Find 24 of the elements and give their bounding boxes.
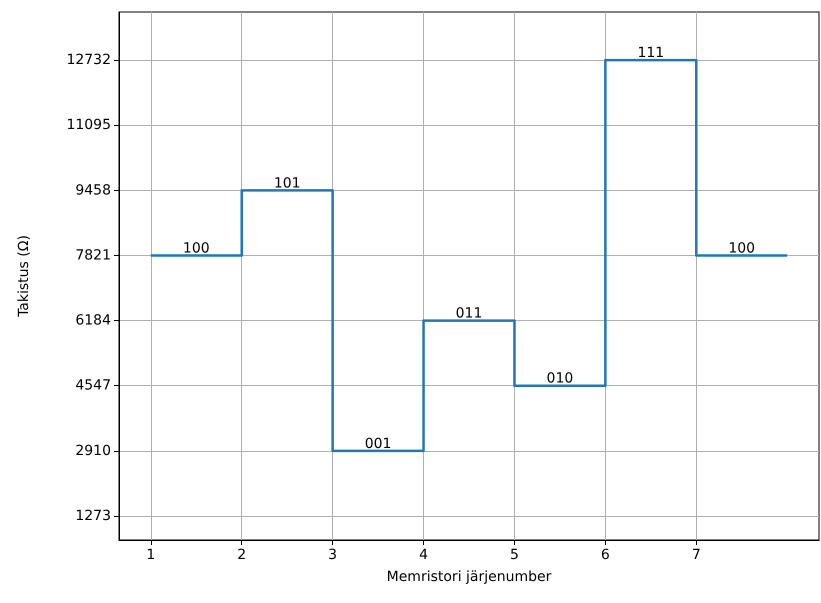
annotation: 100 (182, 240, 210, 256)
x-tick-label: 3 (328, 547, 338, 563)
x-tick-label: 1 (146, 547, 156, 563)
x-tick-label: 7 (692, 547, 701, 563)
annotation: 010 (546, 370, 574, 387)
y-tick-label: 11095 (66, 117, 111, 134)
y-tick-label: 12732 (66, 52, 111, 68)
y-axis-title: Takistus (Ω) (16, 235, 32, 318)
annotation: 011 (456, 306, 482, 322)
y-tick-label: 2910 (75, 442, 111, 459)
y-tick-label: 6184 (75, 312, 112, 329)
x-axis-title: Memristori järjenumber (386, 569, 552, 585)
y-tick-label: 7821 (75, 247, 111, 264)
y-tick-label: 9458 (75, 182, 111, 198)
annotation: 101 (274, 175, 301, 192)
annotation: 001 (364, 436, 392, 452)
annotation: 111 (637, 45, 664, 62)
y-tick-label: 4547 (75, 378, 111, 394)
x-tick-label: 5 (510, 547, 519, 563)
x-tick-label: 2 (237, 547, 246, 563)
x-tick-label: 4 (419, 547, 428, 563)
annotation: 100 (728, 240, 756, 256)
y-tick-label: 1273 (75, 508, 111, 524)
x-tick-label: 6 (600, 547, 610, 563)
